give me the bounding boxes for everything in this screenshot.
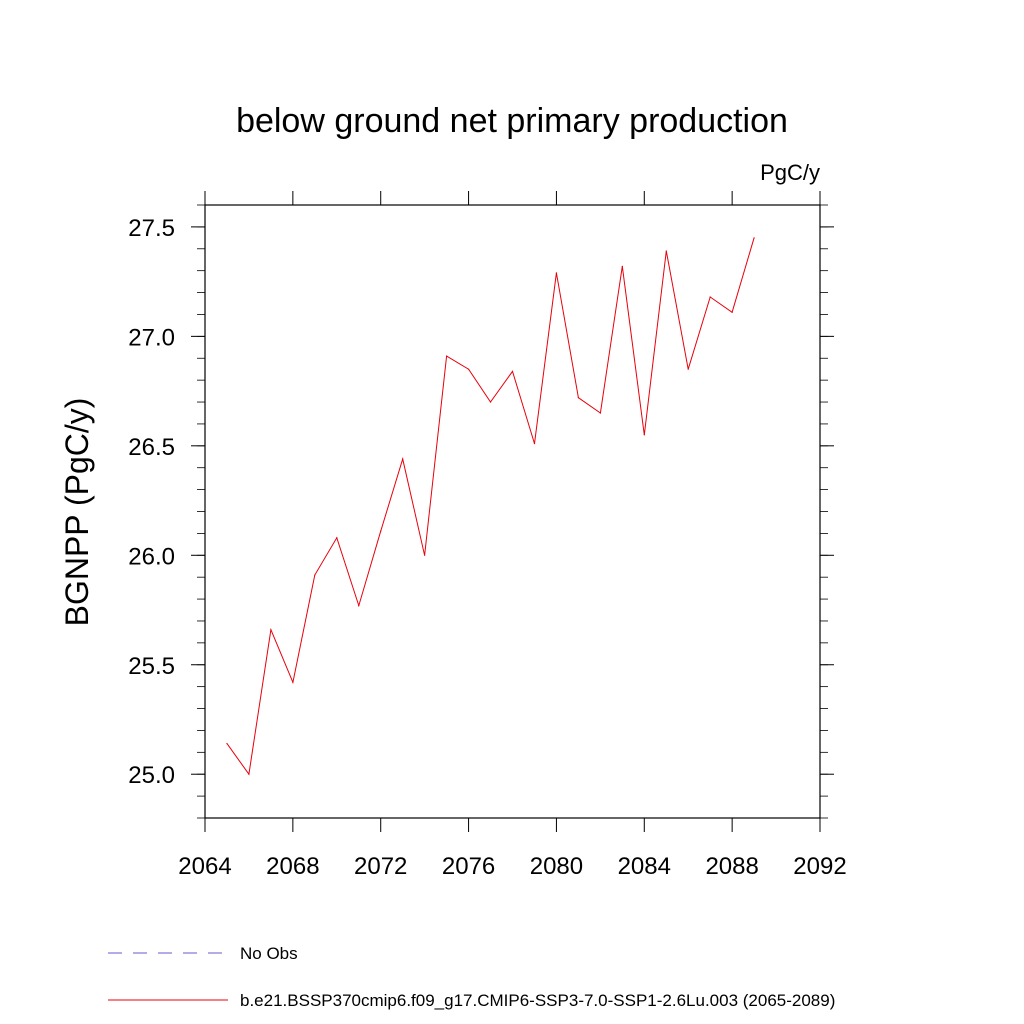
data-point: [292, 681, 294, 683]
series-line-model-run: [226, 237, 755, 776]
axis-ticks: [191, 191, 834, 832]
data-point: [665, 250, 667, 252]
y-tick-label: 27.5: [128, 215, 175, 242]
legend-label-model-run: b.e21.BSSP370cmip6.f09_g17.CMIP6-SSP3-7.…: [240, 991, 835, 1010]
data-point: [270, 629, 272, 631]
data-point: [555, 272, 558, 274]
data-point: [599, 412, 601, 414]
data-point: [248, 773, 250, 775]
data-point: [314, 574, 316, 576]
data-point: [753, 237, 755, 239]
data-point: [402, 458, 404, 460]
x-tick-label: 2080: [530, 853, 583, 880]
data-point: [336, 537, 338, 539]
data-point: [424, 554, 426, 556]
data-point: [687, 368, 689, 370]
y-tick-label: 25.5: [128, 653, 175, 680]
data-point: [380, 530, 382, 532]
y-tick-label: 27.0: [128, 324, 175, 351]
units-label: PgC/y: [760, 160, 820, 185]
y-tick-label: 25.0: [128, 762, 175, 789]
data-point: [533, 443, 536, 445]
x-tick-label: 2072: [354, 853, 407, 880]
x-tick-label: 2068: [266, 853, 319, 880]
x-tick-label: 2088: [705, 853, 758, 880]
x-tick-label: 2092: [793, 853, 846, 880]
series-layer: [226, 237, 755, 776]
data-point: [467, 368, 470, 370]
x-tick-label: 2064: [178, 853, 231, 880]
x-tick-label: 2084: [618, 853, 671, 880]
data-point: [226, 742, 228, 745]
data-point: [358, 605, 360, 607]
data-point: [621, 265, 623, 267]
y-tick-label: 26.5: [128, 434, 175, 461]
data-point: [446, 355, 448, 357]
legend-label-no-obs: No Obs: [240, 944, 298, 963]
x-tick-labels: 2064 2068 2072 2076 2080 2084 2088 2092: [178, 853, 846, 880]
legend: No Obs b.e21.BSSP370cmip6.f09_g17.CMIP6-…: [108, 944, 835, 1010]
data-point: [577, 397, 579, 399]
data-point: [643, 434, 645, 436]
data-point: [489, 401, 492, 403]
y-tick-label: 26.0: [128, 543, 175, 570]
data-point: [511, 370, 514, 372]
y-axis-label: BGNPP (PgC/y): [59, 398, 95, 627]
plot-frame: [204, 204, 821, 819]
y-tick-labels: 25.0 25.5 26.0 26.5 27.0 27.5: [128, 215, 175, 789]
chart-title: below ground net primary production: [236, 102, 788, 140]
data-point: [709, 296, 711, 298]
x-tick-label: 2076: [442, 853, 495, 880]
data-point: [731, 311, 733, 313]
